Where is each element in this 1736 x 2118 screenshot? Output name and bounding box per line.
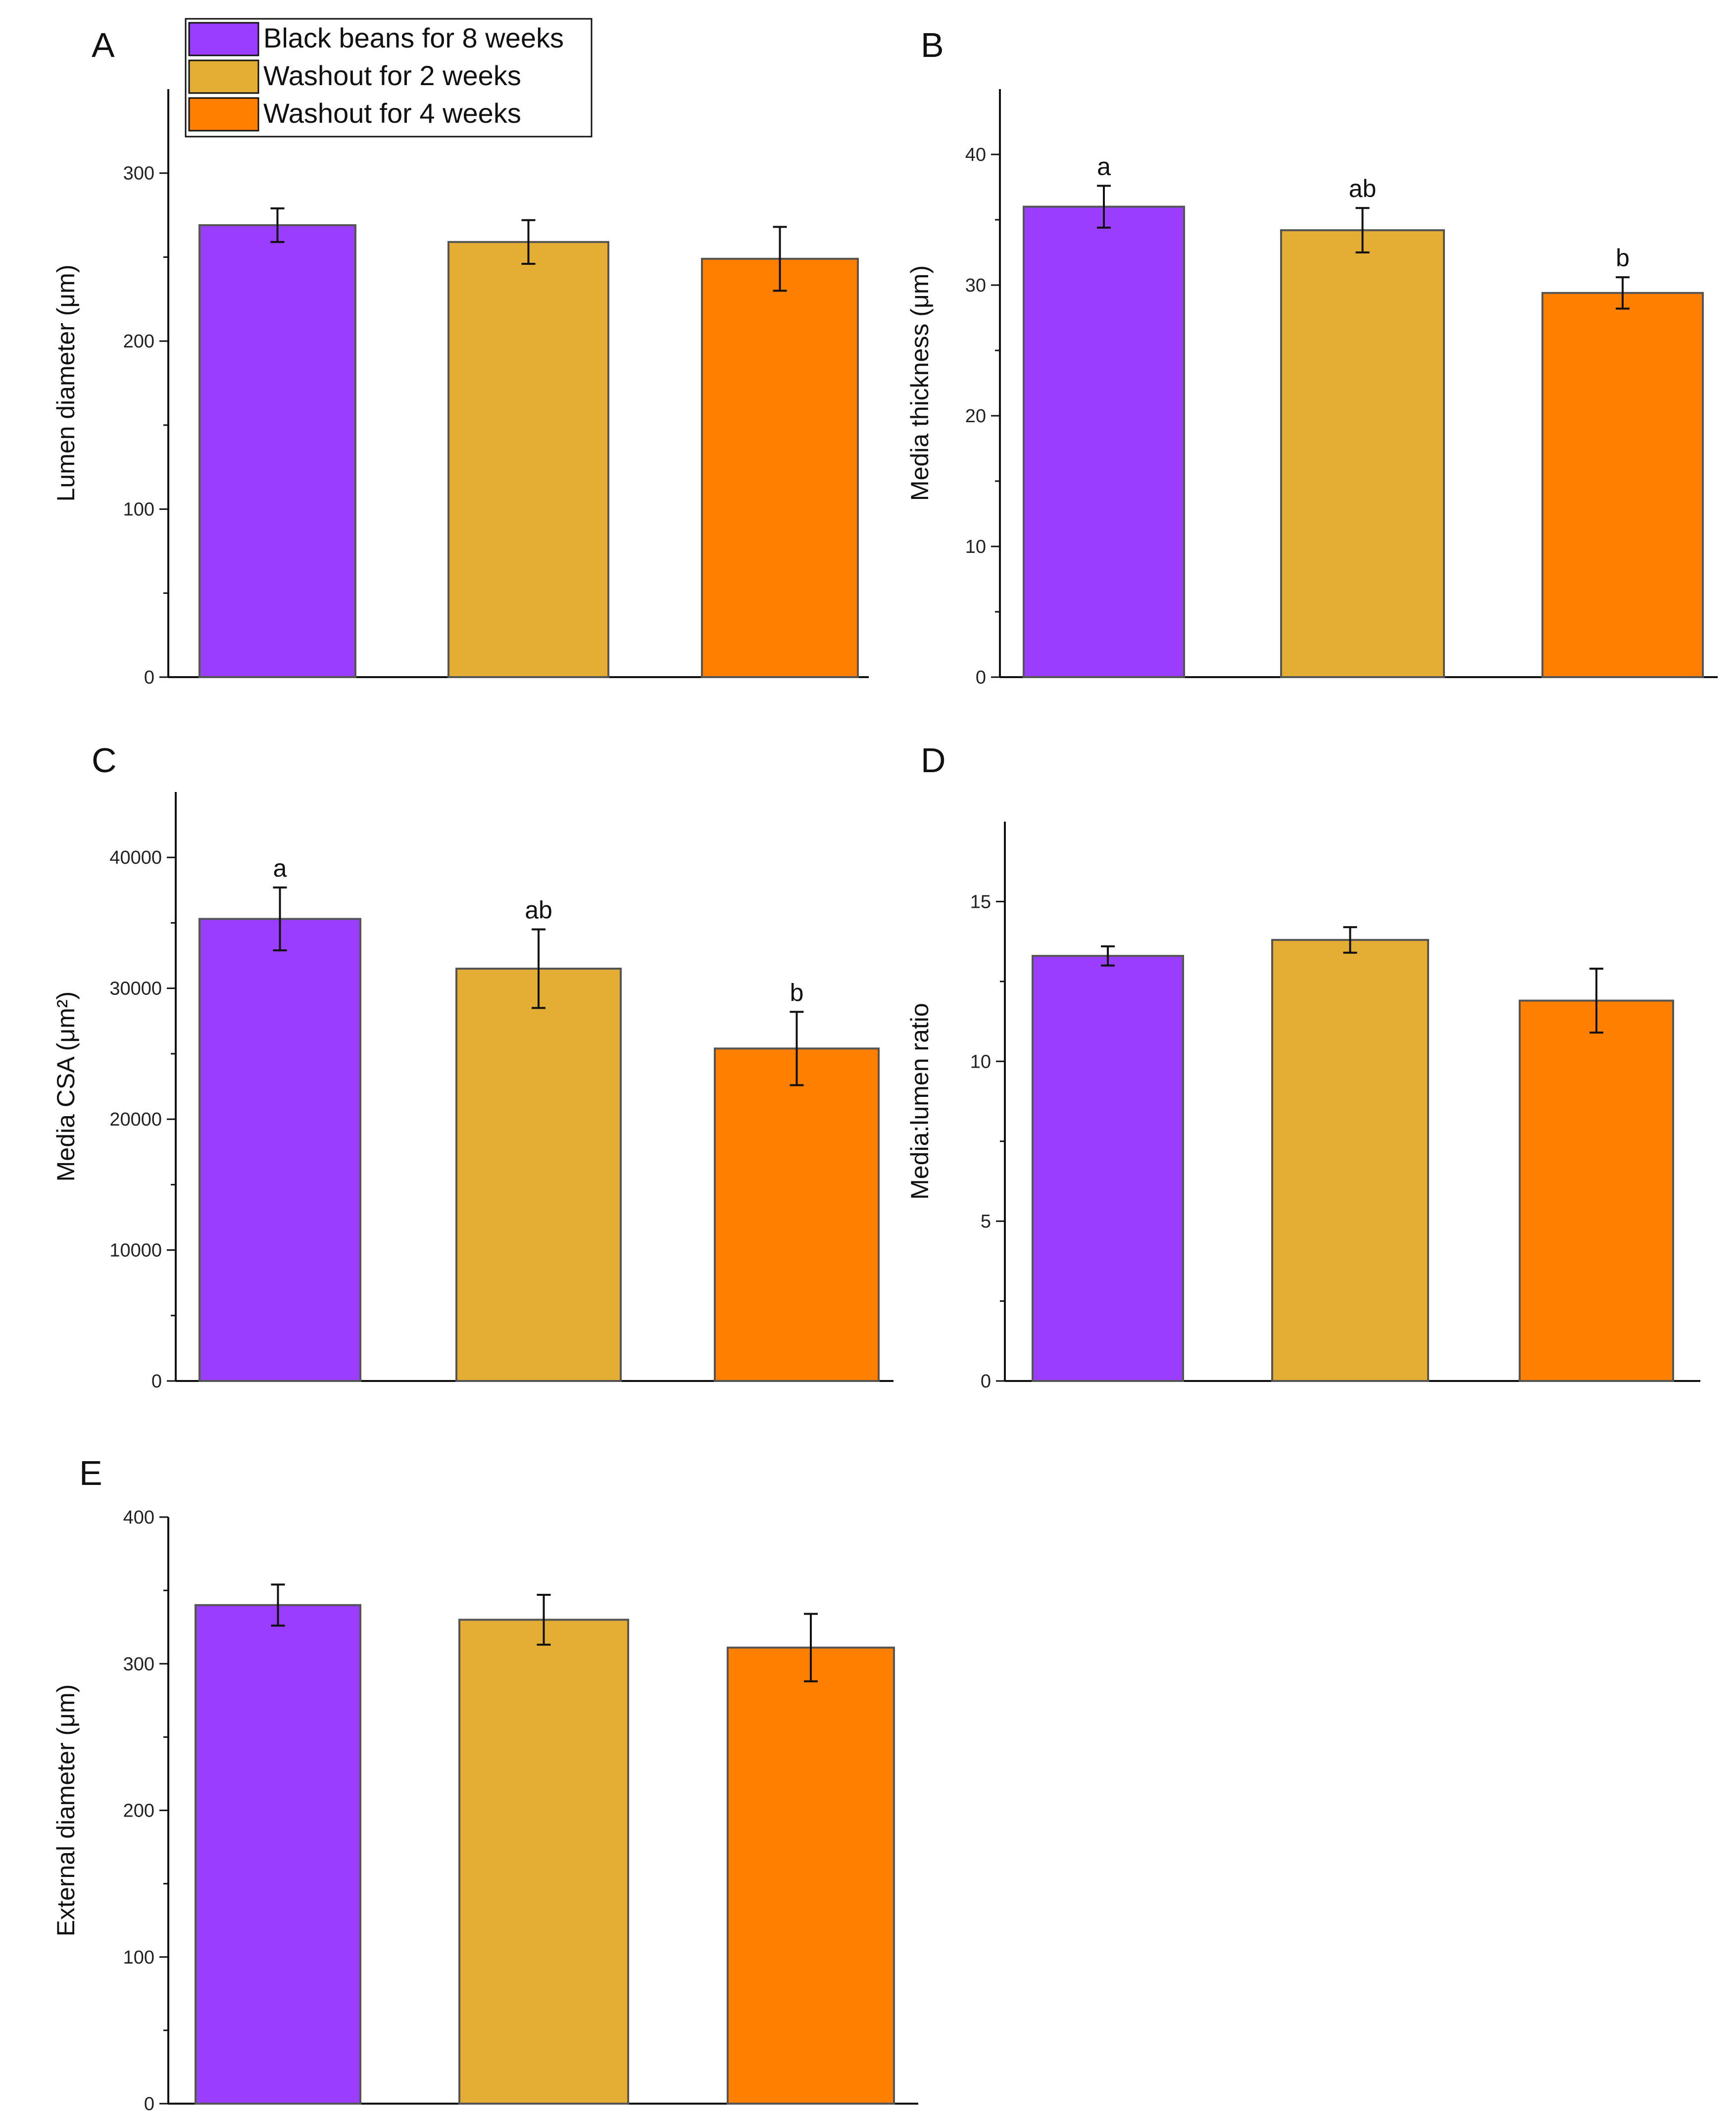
y-tick-label: 20000 <box>109 1109 162 1130</box>
bar-d-2 <box>1271 938 1429 1382</box>
legend-label-2: Washout for 2 weeks <box>263 60 521 91</box>
y-tick-label: 0 <box>144 667 154 688</box>
y-axis-title: Media:lumen ratio <box>906 1003 934 1199</box>
bar-c-1 <box>198 918 361 1382</box>
y-tick-label: 0 <box>151 1371 162 1392</box>
y-tick-label: 10 <box>970 1051 991 1072</box>
chart-panel-d: D 0 5 10 15 Media:lumen ratio <box>906 741 1700 1392</box>
significance-label: b <box>1616 244 1630 272</box>
y-tick-label: 200 <box>123 1801 154 1822</box>
bar-b-1 <box>1023 205 1185 679</box>
legend-label-1: Black beans for 8 weeks <box>263 22 564 53</box>
significance-label: a <box>1097 152 1111 180</box>
legend: Black beans for 8 weeks Washout for 2 wee… <box>185 18 593 138</box>
bar-e-2 <box>458 1619 629 2105</box>
y-tick-label: 400 <box>123 1507 154 1528</box>
legend-swatch-3 <box>188 97 259 132</box>
y-axis-title: External diameter (μm) <box>52 1684 80 1937</box>
y-tick-label: 100 <box>123 1947 154 1968</box>
bar-a-1 <box>198 224 356 678</box>
legend-label-3: Washout for 4 weeks <box>263 98 521 129</box>
y-tick-label: 10000 <box>109 1240 162 1261</box>
chart-panel-a: A 0 100 200 300 Lumen diameter (μm) <box>52 26 869 688</box>
significance-label: ab <box>525 896 552 924</box>
y-tick-label: 0 <box>144 2094 154 2115</box>
y-tick-label: 40 <box>965 145 986 165</box>
panel-label-e: E <box>79 1454 102 1492</box>
bar-d-1 <box>1032 955 1184 1382</box>
chart-panel-b: B 0 10 20 30 40 Media thickness (μm) a ab b <box>906 26 1718 688</box>
bar-e-3 <box>727 1646 895 2105</box>
bar-c-3 <box>714 1047 880 1382</box>
panel-label-b: B <box>921 26 944 64</box>
legend-swatch-1 <box>188 22 259 56</box>
bar-b-3 <box>1541 292 1704 678</box>
bar-c-2 <box>455 968 622 1382</box>
y-axis-title: Media CSA (μm²) <box>52 991 80 1182</box>
significance-label: a <box>273 854 287 882</box>
y-tick-label: 0 <box>976 667 986 688</box>
bar-e-1 <box>195 1604 361 2105</box>
bar-b-2 <box>1280 229 1445 678</box>
bar-a-3 <box>701 257 859 678</box>
chart-panel-e: E 0 100 200 300 400 External diameter (μm) <box>52 1454 918 2115</box>
y-tick-label: 0 <box>981 1371 991 1392</box>
y-tick-label: 300 <box>123 1654 154 1675</box>
y-tick-label: 40000 <box>109 847 162 868</box>
y-tick-label: 10 <box>965 537 986 557</box>
y-tick-label: 20 <box>965 406 986 427</box>
y-tick-label: 15 <box>970 891 991 912</box>
y-axis-title: Media thickness (μm) <box>906 265 934 501</box>
legend-swatch-2 <box>188 59 259 94</box>
panel-label-a: A <box>92 26 115 64</box>
bar-a-2 <box>447 241 609 678</box>
y-tick-label: 30000 <box>109 979 162 999</box>
significance-label: ab <box>1349 175 1377 202</box>
y-tick-label: 300 <box>123 163 154 184</box>
y-tick-label: 5 <box>981 1211 991 1232</box>
bar-d-3 <box>1519 999 1674 1382</box>
y-axis-title: Lumen diameter (μm) <box>52 265 80 502</box>
y-tick-label: 200 <box>123 331 154 352</box>
panel-label-c: C <box>92 741 117 780</box>
y-tick-label: 30 <box>965 275 986 296</box>
chart-panel-c: C 0 10000 20000 30000 40000 Media CSA (μm²) a ab… <box>52 741 893 1392</box>
panel-label-d: D <box>921 741 946 780</box>
y-tick-label: 100 <box>123 499 154 520</box>
significance-label: b <box>790 979 804 1006</box>
